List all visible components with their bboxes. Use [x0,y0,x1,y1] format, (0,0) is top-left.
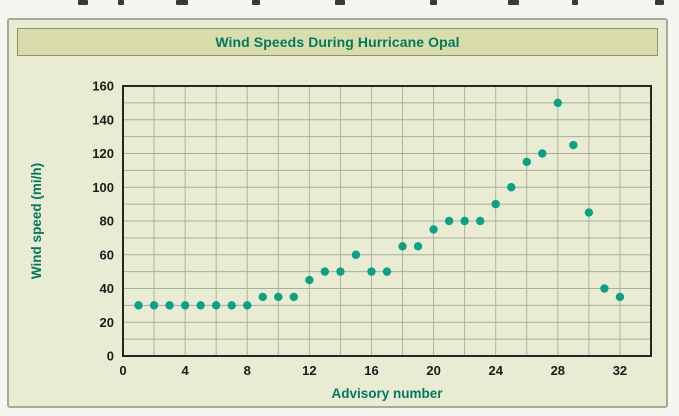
svg-text:20: 20 [100,315,114,330]
svg-text:28: 28 [551,363,565,378]
svg-text:24: 24 [488,363,503,378]
svg-text:32: 32 [613,363,627,378]
svg-text:4: 4 [182,363,190,378]
svg-text:100: 100 [92,180,114,195]
svg-text:120: 120 [92,146,114,161]
svg-text:40: 40 [100,281,114,296]
svg-text:16: 16 [364,363,378,378]
cropped-text-fragment [0,0,679,7]
plot-area-wrap: 0 20 40 60 80 100 120 140 160 0 4 8 12 16 20 24 28 32 Advi… [11,66,667,413]
svg-text:Wind speed (mi/h): Wind speed (mi/h) [29,163,44,279]
svg-text:Advisory number: Advisory number [331,386,443,401]
chart-title: Wind Speeds During Hurricane Opal [215,34,460,50]
chart-title-bar: Wind Speeds During Hurricane Opal [17,28,658,56]
svg-text:160: 160 [92,79,114,94]
svg-text:20: 20 [426,363,440,378]
svg-text:8: 8 [244,363,251,378]
scatter-plot-svg: 0 20 40 60 80 100 120 140 160 0 4 8 12 16 20 24 28 32 Advi… [29,79,652,401]
svg-text:0: 0 [107,349,114,364]
svg-text:60: 60 [100,247,114,262]
svg-text:80: 80 [100,214,114,229]
svg-text:12: 12 [302,363,316,378]
svg-text:140: 140 [92,112,114,127]
svg-text:0: 0 [119,363,126,378]
chart-panel: Wind Speeds During Hurricane Opal 0 20 40 6… [7,18,668,408]
